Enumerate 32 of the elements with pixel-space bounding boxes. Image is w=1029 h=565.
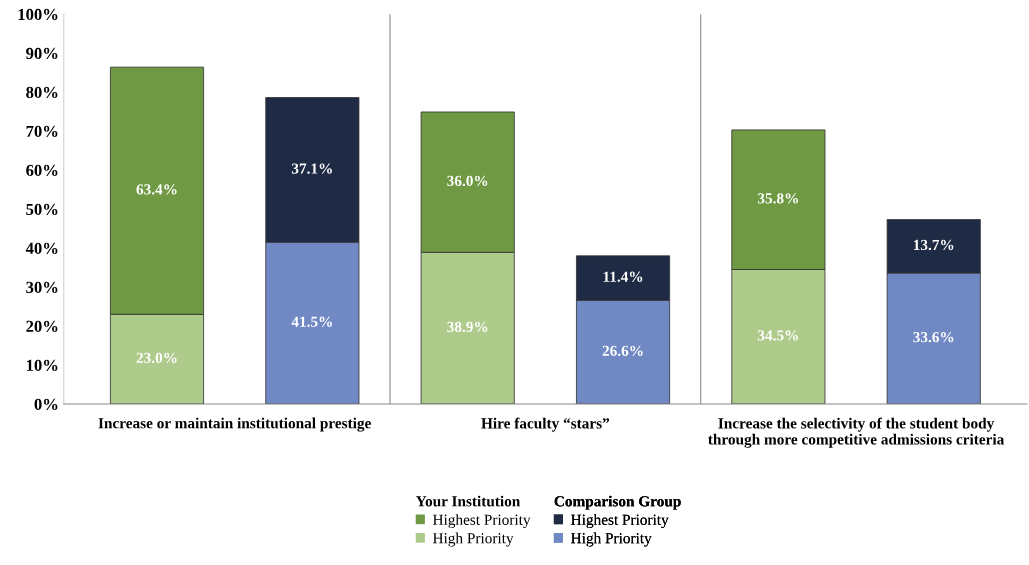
data-label: 63.4% [136, 184, 177, 195]
y-tick-label: 40% [25, 242, 58, 255]
y-tick-label: 100% [18, 8, 58, 21]
data-label: 33.6% [913, 331, 954, 343]
data-label: 36.0% [447, 175, 488, 187]
data-label: 38.9% [447, 321, 488, 333]
data-label: 13.7% [913, 239, 954, 251]
y-tick-label: 10% [26, 359, 58, 371]
data-label: 11.4% [603, 271, 643, 282]
legend-label: High Priority [571, 532, 652, 547]
text: Comparison Group [554, 495, 681, 510]
y-tick-label: 70% [26, 125, 58, 138]
legend-label: Highest Priority [571, 514, 669, 529]
text: Hire faculty “stars” [481, 417, 610, 432]
text: Increase the selectivity of the student body through more competitive admissions criteria [708, 417, 1005, 448]
data-label: 41.5% [291, 316, 332, 327]
y-tick-label: 50% [26, 203, 58, 216]
y-tick-label: 0% [34, 398, 58, 410]
y-tick-label: 30% [26, 281, 58, 294]
y-tick-label: 60% [26, 164, 58, 177]
data-label: 34.5% [757, 330, 798, 341]
data-label: 23.0% [136, 352, 177, 364]
legend-label: High Priority [432, 532, 514, 547]
data-label: 37.1% [291, 163, 332, 174]
data-label: 35.8% [757, 193, 798, 204]
y-tick-label: 90% [26, 47, 58, 60]
y-tick-label: 20% [26, 320, 58, 333]
legend-label: Highest Priority [432, 514, 531, 529]
y-tick-label: 80% [26, 86, 58, 99]
text: Your Institution [415, 495, 521, 507]
text: Increase or maintain institutional prestige [98, 417, 371, 432]
data-label: 26.6% [602, 345, 643, 357]
